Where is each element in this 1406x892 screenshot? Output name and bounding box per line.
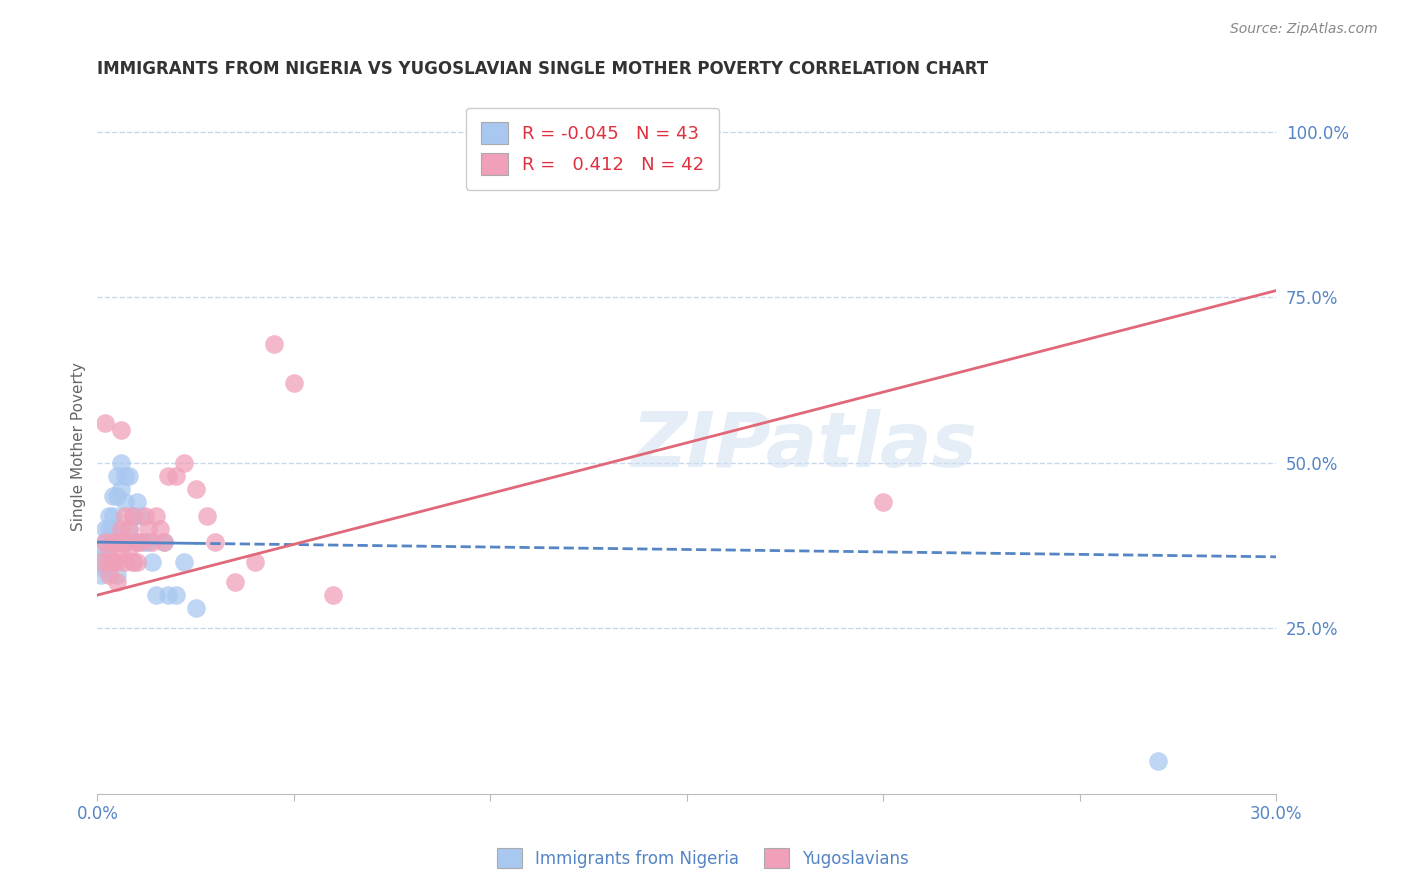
Point — [121, 555, 143, 569]
Point — [114, 469, 136, 483]
Point — [121, 508, 143, 523]
Point — [101, 555, 124, 569]
Point — [94, 535, 117, 549]
Point — [125, 535, 148, 549]
Point — [105, 568, 128, 582]
Point — [94, 416, 117, 430]
Point — [114, 555, 136, 569]
Text: ZIPatlas: ZIPatlas — [631, 409, 977, 483]
Point — [94, 561, 117, 575]
Point — [153, 535, 176, 549]
Point — [114, 535, 136, 549]
Point — [101, 535, 124, 549]
Point — [90, 555, 112, 569]
Point — [105, 535, 128, 549]
Point — [125, 555, 148, 569]
Point — [121, 508, 143, 523]
Point — [110, 535, 132, 549]
Point — [98, 555, 121, 569]
Point — [114, 508, 136, 523]
Text: Source: ZipAtlas.com: Source: ZipAtlas.com — [1230, 22, 1378, 37]
Point — [138, 522, 160, 536]
Point — [157, 588, 180, 602]
Point — [173, 555, 195, 569]
Point — [141, 555, 163, 569]
Point — [94, 549, 117, 563]
Point — [110, 549, 132, 563]
Point — [145, 588, 167, 602]
Point — [105, 555, 128, 569]
Point — [134, 535, 156, 549]
Point — [165, 469, 187, 483]
Point — [125, 535, 148, 549]
Point — [94, 522, 117, 536]
Point — [153, 535, 176, 549]
Point — [872, 495, 894, 509]
Point — [138, 535, 160, 549]
Point — [110, 522, 132, 536]
Point — [125, 495, 148, 509]
Point — [224, 574, 246, 589]
Text: IMMIGRANTS FROM NIGERIA VS YUGOSLAVIAN SINGLE MOTHER POVERTY CORRELATION CHART: IMMIGRANTS FROM NIGERIA VS YUGOSLAVIAN S… — [97, 60, 988, 78]
Point — [129, 508, 152, 523]
Point — [94, 535, 117, 549]
Point — [118, 522, 141, 536]
Point — [98, 555, 121, 569]
Point — [110, 423, 132, 437]
Point — [165, 588, 187, 602]
Point — [101, 555, 124, 569]
Point — [110, 456, 132, 470]
Point — [98, 541, 121, 556]
Point — [184, 482, 207, 496]
Point — [141, 535, 163, 549]
Point — [98, 535, 121, 549]
Point — [90, 568, 112, 582]
Point — [110, 482, 132, 496]
Point — [98, 522, 121, 536]
Point — [173, 456, 195, 470]
Point — [114, 495, 136, 509]
Y-axis label: Single Mother Poverty: Single Mother Poverty — [72, 361, 86, 531]
Point — [105, 535, 128, 549]
Point — [90, 555, 112, 569]
Legend: R = -0.045   N = 43, R =   0.412   N = 42: R = -0.045 N = 43, R = 0.412 N = 42 — [467, 108, 718, 190]
Point — [114, 535, 136, 549]
Point — [118, 469, 141, 483]
Point — [121, 555, 143, 569]
Point — [105, 574, 128, 589]
Point — [184, 601, 207, 615]
Point — [129, 535, 152, 549]
Point — [145, 508, 167, 523]
Point — [101, 535, 124, 549]
Point — [1147, 754, 1170, 768]
Legend: Immigrants from Nigeria, Yugoslavians: Immigrants from Nigeria, Yugoslavians — [488, 839, 918, 877]
Point — [118, 522, 141, 536]
Point — [118, 541, 141, 556]
Point — [105, 469, 128, 483]
Point — [101, 489, 124, 503]
Point — [101, 508, 124, 523]
Point — [149, 522, 172, 536]
Point — [101, 522, 124, 536]
Point — [322, 588, 344, 602]
Point — [204, 535, 226, 549]
Point — [134, 508, 156, 523]
Point — [243, 555, 266, 569]
Point — [90, 541, 112, 556]
Point — [98, 508, 121, 523]
Point — [98, 568, 121, 582]
Point — [105, 489, 128, 503]
Point — [195, 508, 218, 523]
Point — [263, 336, 285, 351]
Point — [283, 376, 305, 391]
Point — [157, 469, 180, 483]
